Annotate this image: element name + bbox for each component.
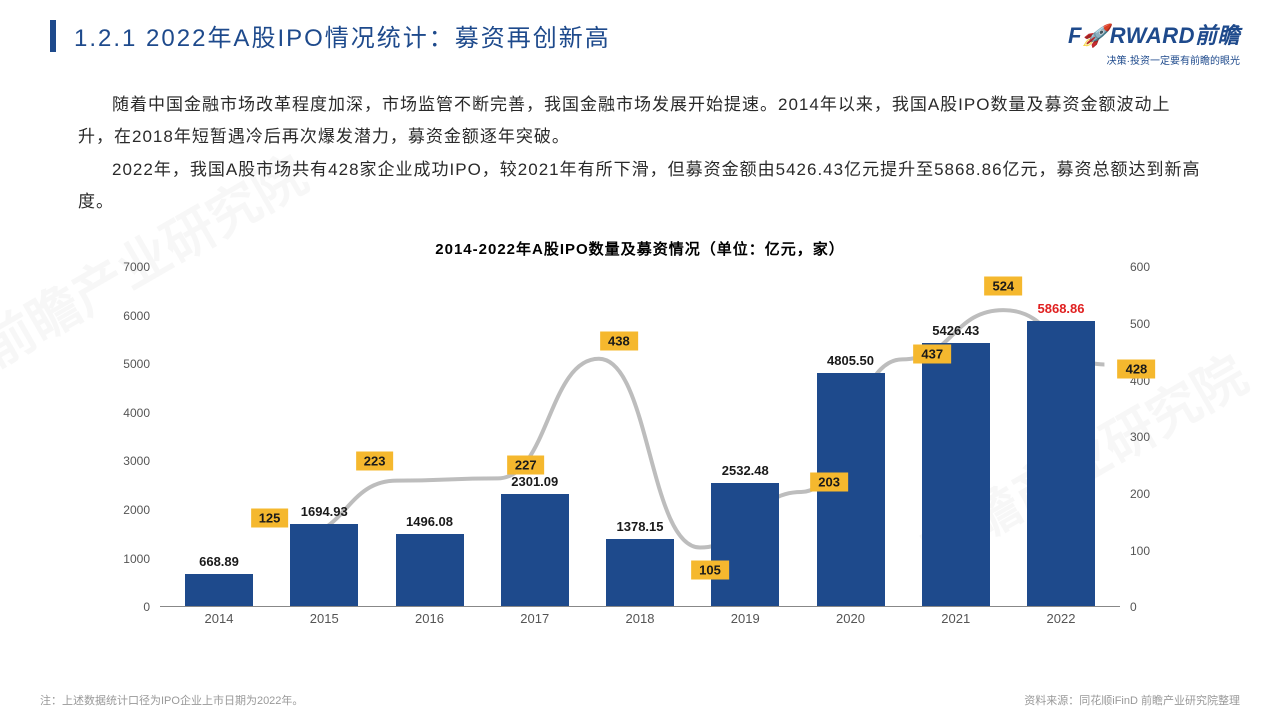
bar-group: 5426.43	[922, 343, 990, 607]
bar: 1378.15	[606, 539, 674, 606]
bar-group: 4805.50	[817, 373, 885, 606]
bar-group: 2532.48	[711, 483, 779, 606]
bar-series: 668.89 1694.93 1496.08 2301.09 1378.15 2532.4…	[160, 267, 1120, 606]
logo-main: F🚀RWARD前瞻	[1068, 18, 1240, 50]
x-axis-labels: 2014 2015 2016 2017 2018 2019 2020 2021 2022	[160, 611, 1120, 626]
bar: 2301.09	[501, 494, 569, 606]
x-tick-label: 2017	[501, 611, 569, 626]
x-tick-label: 2021	[922, 611, 990, 626]
bar: 2532.48	[711, 483, 779, 606]
bar-value-label: 2532.48	[722, 463, 769, 478]
title-block: 1.2.1 2022年A股IPO情况统计：募资再创新高	[50, 18, 611, 53]
y-axis-right: 0100200300400500600	[1130, 267, 1180, 607]
footnote-left: 注：上述数据统计口径为IPO企业上市日期为2022年。	[40, 692, 303, 708]
brand-logo: F🚀RWARD前瞻 决策·投资一定要有前瞻的眼光	[1068, 18, 1240, 67]
page-title: 1.2.1 2022年A股IPO情况统计：募资再创新高	[74, 18, 611, 53]
bar: 5868.86	[1027, 321, 1095, 606]
paragraph-2: 2022年，我国A股市场共有428家企业成功IPO，较2021年有所下滑，但募资…	[78, 154, 1202, 219]
x-tick-label: 2022	[1027, 611, 1095, 626]
bar: 1694.93	[290, 524, 358, 606]
bar-value-label: 5868.86	[1038, 301, 1085, 316]
bar-value-label: 5426.43	[932, 323, 979, 338]
bar: 668.89	[185, 574, 253, 606]
bar-value-label: 2301.09	[511, 474, 558, 489]
y-axis-left: 01000200030004000500060007000	[100, 267, 150, 607]
bar: 1496.08	[396, 534, 464, 607]
combo-chart: 01000200030004000500060007000 0100200300…	[100, 267, 1180, 637]
bar: 5426.43	[922, 343, 990, 607]
bar: 4805.50	[817, 373, 885, 606]
plot-area: 668.89 1694.93 1496.08 2301.09 1378.15 2532.4…	[160, 267, 1120, 607]
x-tick-label: 2014	[185, 611, 253, 626]
x-tick-label: 2015	[290, 611, 358, 626]
title-accent-bar	[50, 20, 56, 52]
bar-group: 1694.93	[290, 524, 358, 606]
bar-group: 668.89	[185, 574, 253, 606]
bar-group: 1378.15	[606, 539, 674, 606]
paragraph-1: 随着中国金融市场改革程度加深，市场监管不断完善，我国金融市场发展开始提速。201…	[78, 89, 1202, 154]
bar-group: 2301.09	[501, 494, 569, 606]
logo-sub: 决策·投资一定要有前瞻的眼光	[1068, 52, 1240, 67]
x-tick-label: 2020	[817, 611, 885, 626]
x-tick-label: 2018	[606, 611, 674, 626]
bar-value-label: 1378.15	[617, 519, 664, 534]
bar-group: 1496.08	[396, 534, 464, 607]
bar-value-label: 1496.08	[406, 514, 453, 529]
x-tick-label: 2016	[396, 611, 464, 626]
footnote-right: 资料来源：同花顺iFinD 前瞻产业研究院整理	[1024, 692, 1240, 708]
body-text: 随着中国金融市场改革程度加深，市场监管不断完善，我国金融市场发展开始提速。201…	[0, 67, 1280, 218]
bar-value-label: 668.89	[199, 554, 239, 569]
x-tick-label: 2019	[711, 611, 779, 626]
bar-value-label: 4805.50	[827, 353, 874, 368]
bar-group: 5868.86	[1027, 321, 1095, 606]
header: 1.2.1 2022年A股IPO情况统计：募资再创新高 F🚀RWARD前瞻 决策…	[0, 0, 1280, 67]
chart-title: 2014-2022年A股IPO数量及募资情况（单位：亿元，家）	[0, 238, 1280, 259]
bar-value-label: 1694.93	[301, 504, 348, 519]
